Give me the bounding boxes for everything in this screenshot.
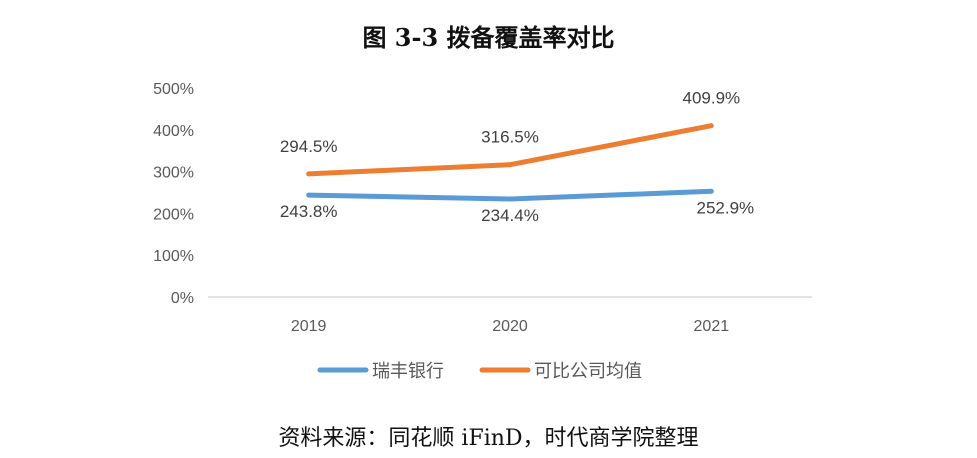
- y-tick-label: 0%: [171, 290, 194, 307]
- source-note: 资料来源：同花顺 iFinD，时代商学院整理: [278, 426, 699, 451]
- y-tick-label: 200%: [153, 206, 194, 223]
- data-label: 243.8%: [280, 202, 338, 221]
- y-tick-label: 100%: [153, 248, 194, 265]
- legend-label: 可比公司均值: [534, 361, 642, 381]
- data-label: 294.5%: [280, 137, 338, 156]
- x-tick-label: 2021: [694, 318, 730, 335]
- x-tick-label: 2020: [492, 318, 528, 335]
- data-label: 409.9%: [682, 89, 740, 108]
- y-tick-label: 400%: [153, 123, 194, 140]
- series-line-0: [306, 188, 714, 202]
- x-tick-label: 2019: [291, 318, 327, 335]
- legend-label: 瑞丰银行: [372, 361, 444, 381]
- chart-title: 图 3-3 拨备覆盖率对比: [362, 23, 615, 52]
- y-tick-label: 500%: [153, 81, 194, 98]
- data-label: 316.5%: [481, 128, 539, 147]
- data-label: 234.4%: [481, 206, 539, 225]
- data-label: 252.9%: [696, 198, 754, 217]
- y-tick-label: 300%: [153, 165, 194, 182]
